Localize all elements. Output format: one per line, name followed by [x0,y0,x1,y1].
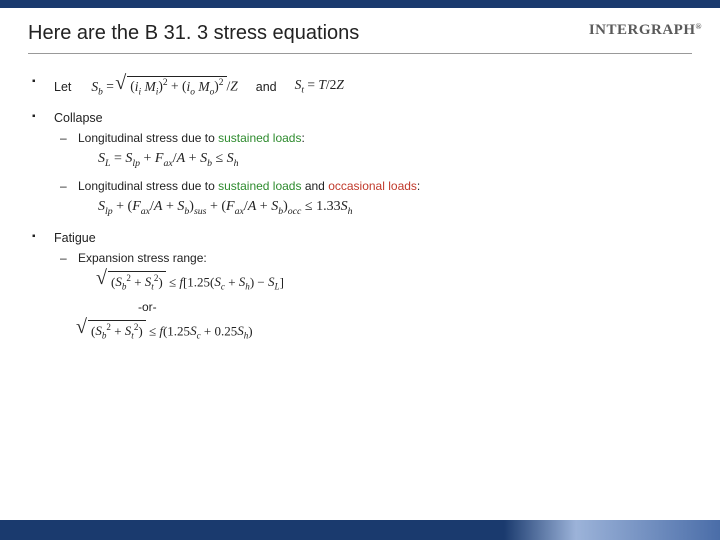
item-collapse: Collapse Longitudinal stress due to sust… [32,111,692,217]
equation-expansion-2: (Sb2 + St2) ≤ f(1.25Sc + 0.25Sh) [78,320,692,341]
equation-st: St = T/2Z [295,77,344,96]
or-label: -or- [138,300,692,314]
equation-expansion-1: (Sb2 + St2) ≤ f[1.25(Sc + Sh) − SL] [98,271,692,292]
collapse-sub2-red: occasional loads [328,179,417,193]
equation-occ: Slp + (Fax/A + Sb)sus + (Fax/A + Sb)occ … [98,199,692,217]
collapse-sub1-suffix: : [301,131,304,145]
collapse-sub2-mid: and [301,179,328,193]
main-list: Let Sb = (ii Mi)2 + (io Mo)2/Z and St = … [28,76,692,341]
collapse-sublist: Longitudinal stress due to sustained loa… [54,131,692,217]
item-let: Let Sb = (ii Mi)2 + (io Mo)2/Z and St = … [32,76,692,97]
let-row: Let Sb = (ii Mi)2 + (io Mo)2/Z and St = … [54,76,692,97]
equation-sl: SL = Slp + Fax/A + Sb ≤ Sh [98,151,692,169]
fatigue-label: Fatigue [54,231,96,245]
collapse-sub1-green: sustained loads [218,131,301,145]
collapse-sub2-suffix: : [417,179,420,193]
collapse-label: Collapse [54,111,103,125]
item-fatigue: Fatigue Expansion stress range: (Sb2 + S… [32,231,692,341]
collapse-sub1-prefix: Longitudinal stress due to [78,131,218,145]
bottom-brand-bar [0,520,720,540]
logo-text: INTERGRAPH [589,22,696,38]
and-label: and [256,80,277,94]
equation-sb: Sb = (ii Mi)2 + (io Mo)2/Z [91,76,237,97]
slide-content: Here are the B 31. 3 stress equations Le… [0,8,720,341]
fatigue-sublist: Expansion stress range: (Sb2 + St2) ≤ f[… [54,251,692,341]
collapse-sub-2: Longitudinal stress due to sustained loa… [58,179,692,217]
collapse-sub2-prefix: Longitudinal stress due to [78,179,218,193]
collapse-sub2-green: sustained loads [218,179,301,193]
registered-icon: ® [696,22,702,31]
fatigue-sub-1: Expansion stress range: (Sb2 + St2) ≤ f[… [58,251,692,341]
top-brand-bar [0,0,720,8]
brand-logo: INTERGRAPH® [589,22,702,39]
fatigue-sub1-text: Expansion stress range: [78,251,207,265]
let-label: Let [54,80,71,94]
collapse-sub-1: Longitudinal stress due to sustained loa… [58,131,692,169]
